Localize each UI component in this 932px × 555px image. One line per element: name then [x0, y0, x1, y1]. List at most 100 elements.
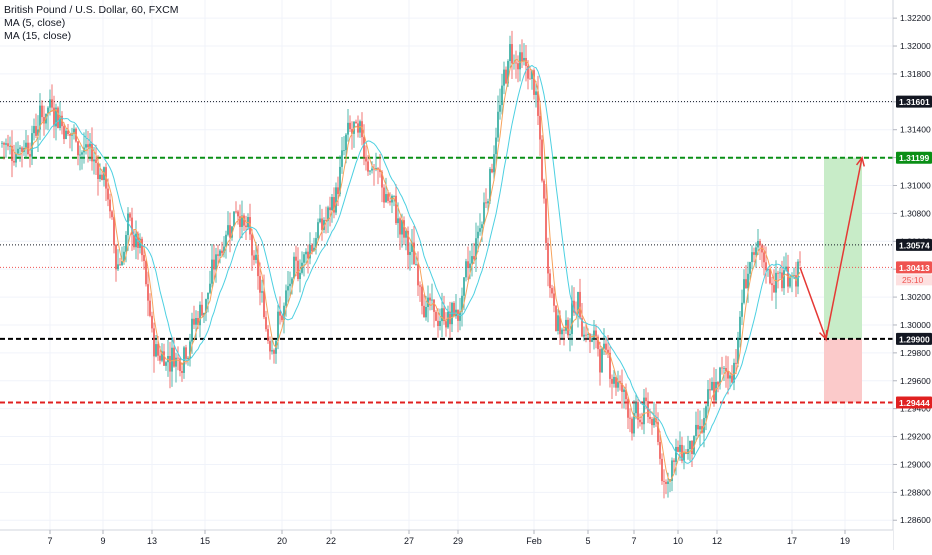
candle-body-369 — [739, 316, 741, 338]
candle-body-305 — [611, 378, 613, 384]
candle-body-376 — [753, 252, 755, 255]
candle-body-79 — [159, 355, 161, 361]
candle-body-77 — [155, 344, 157, 357]
candle-body-170 — [341, 150, 343, 167]
risk-reward-zones — [824, 157, 862, 403]
candle-body-324 — [649, 416, 651, 419]
price-tag-bg-4 — [896, 332, 932, 345]
candle-body-139 — [279, 311, 281, 316]
candle-body-104 — [209, 283, 211, 293]
candle-body-142 — [285, 290, 287, 306]
price-tag-bg-1 — [896, 151, 932, 164]
price-tick-label-10: 1.30200 — [900, 292, 931, 302]
price-axis: 1.322001.320001.318001.316001.314001.312… — [892, 0, 932, 550]
candle-body-57 — [115, 244, 117, 270]
candle-body-258 — [517, 63, 519, 70]
candle-body-81 — [163, 351, 165, 366]
candle-body-54 — [109, 199, 111, 212]
candle-body-93 — [187, 357, 189, 359]
time-tick-label-7: 29 — [453, 536, 463, 546]
price-tick-label-14: 1.29400 — [900, 404, 931, 414]
candle-body-320 — [641, 422, 643, 425]
candle-body-105 — [211, 259, 213, 284]
candle-body-299 — [599, 349, 601, 373]
candle-body-359 — [719, 367, 721, 385]
candle-body-277 — [555, 305, 557, 331]
candle-body-10 — [21, 147, 23, 152]
candle-body-191 — [383, 187, 385, 203]
candle-body-125 — [251, 234, 253, 256]
candle-body-90 — [181, 370, 183, 373]
candle-body-143 — [287, 286, 289, 291]
candle-body-82 — [165, 362, 167, 366]
candle-body-303 — [607, 349, 609, 353]
time-tick-label-6: 27 — [404, 536, 414, 546]
time-tick-label-10: 7 — [631, 536, 636, 546]
candle-body-98 — [197, 317, 199, 326]
price-tick-label-1: 1.32000 — [900, 41, 931, 51]
candle-body-42 — [85, 144, 87, 148]
candle-body-2 — [5, 143, 7, 145]
price-tick-label-11: 1.30000 — [900, 320, 931, 330]
candle-body-147 — [295, 256, 297, 261]
candle-body-296 — [593, 330, 595, 339]
candle-body-265 — [531, 70, 533, 80]
candle-body-0 — [1, 142, 3, 144]
candle-body-150 — [301, 262, 303, 273]
candle-body-172 — [345, 134, 347, 151]
candle-body-322 — [645, 397, 647, 402]
candle-body-284 — [569, 333, 571, 336]
candle-body-70 — [141, 238, 143, 256]
candle-body-186 — [373, 168, 375, 170]
candle-body-291 — [583, 334, 585, 337]
time-tick-label-8: Feb — [526, 536, 542, 546]
candle-body-373 — [747, 273, 749, 289]
candle-body-126 — [253, 255, 255, 260]
candle-body-92 — [185, 347, 187, 359]
candle-body-158 — [317, 222, 319, 239]
candle-body-88 — [177, 357, 179, 359]
candle-body-114 — [229, 225, 231, 238]
candle-body-207 — [415, 264, 417, 266]
candle-body-49 — [99, 174, 101, 180]
candle-body-353 — [707, 389, 709, 407]
candle-body-386 — [773, 285, 775, 293]
candle-body-194 — [389, 200, 391, 203]
candle-body-128 — [257, 254, 259, 277]
candle-body-215 — [431, 299, 433, 301]
candle-body-372 — [745, 279, 747, 289]
candle-body-229 — [459, 311, 461, 321]
candle-body-199 — [399, 218, 401, 235]
candle-body-1 — [3, 142, 5, 145]
candle-body-18 — [37, 129, 39, 136]
price-tag-bg-3 — [896, 261, 932, 274]
candle-body-243 — [487, 201, 489, 204]
candle-body-103 — [207, 292, 209, 300]
candle-body-331 — [663, 481, 665, 482]
price-tag-1: 1.31199 — [899, 153, 930, 163]
price-tick-label-2: 1.31800 — [900, 69, 931, 79]
candle-body-398 — [797, 261, 799, 287]
candle-body-317 — [635, 402, 637, 414]
candle-body-115 — [231, 226, 233, 238]
candle-body-383 — [767, 269, 769, 271]
candle-body-366 — [733, 362, 735, 383]
candle-body-257 — [515, 62, 517, 64]
candle-body-360 — [721, 367, 723, 369]
candle-body-240 — [481, 224, 483, 229]
candle-body-86 — [173, 347, 175, 367]
candle-body-12 — [25, 142, 27, 148]
candle-body-358 — [717, 381, 719, 385]
candle-body-370 — [741, 302, 743, 317]
candle-body-159 — [319, 218, 321, 223]
candle-body-3 — [7, 143, 9, 147]
candle-body-148 — [297, 260, 299, 279]
projection-arrow-up — [855, 156, 865, 167]
candle-body-167 — [335, 187, 337, 213]
candle-body-279 — [559, 315, 561, 335]
candle-body-206 — [413, 242, 415, 265]
horizontal-levels — [0, 101, 893, 404]
candle-body-154 — [309, 245, 311, 259]
